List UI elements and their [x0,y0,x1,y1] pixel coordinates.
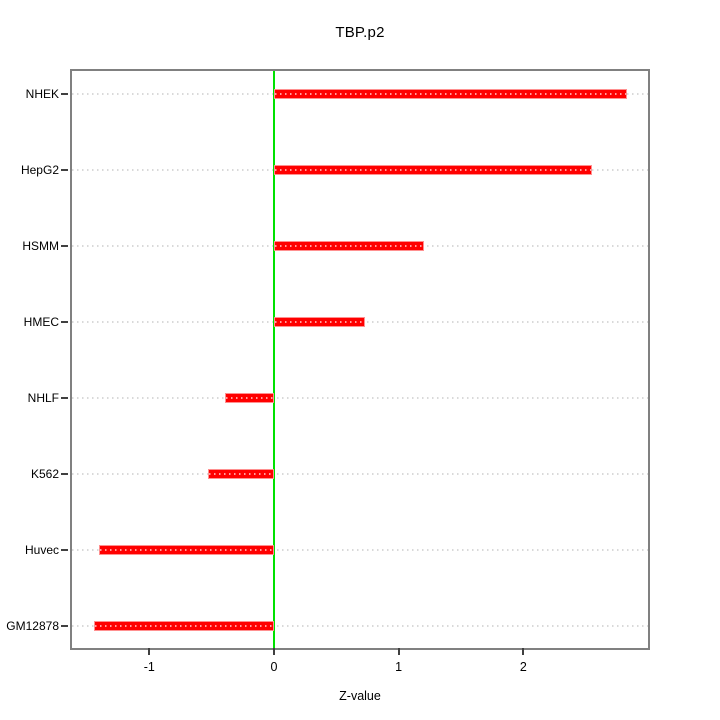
plot-area: NHEK HepG2 HSMM HMEC NHLF K562 Huvec GM12878 -1… [6,69,650,703]
bar [99,544,274,555]
bar-dot-pattern [208,472,273,475]
y-tick-label: HSMM [22,238,59,253]
x-tick [522,648,525,655]
bar-dot-pattern [274,244,423,247]
bar [94,620,274,631]
gridline [72,396,648,399]
bar-dot-pattern [274,168,591,171]
x-axis-title: Z-value [339,689,381,703]
x-tick-label: 1 [395,660,403,674]
y-tick [61,624,68,627]
y-tick-label: HepG2 [20,162,59,177]
x-tick-label: -1 [143,660,155,674]
y-tick [61,168,68,171]
y-tick [61,244,68,247]
y-tick [61,548,68,551]
y-tick-label: Huvec [24,542,59,557]
y-tick-label: HMEC [23,314,59,329]
bar-dot-pattern [95,624,273,627]
y-tick [61,472,68,475]
bar [273,240,424,251]
y-tick-label: GM12878 [6,618,59,633]
chart-title: TBP.p2 [335,24,385,41]
y-tick [61,92,68,95]
gridline [72,624,648,627]
gridline [72,472,648,475]
x-tick-label: 0 [270,660,278,674]
bar [273,164,592,175]
x-tick [272,648,275,655]
bar [273,88,627,99]
x-tick [148,648,151,655]
gridline [72,548,648,551]
bar-dot-pattern [100,548,273,551]
y-tick-label: NHEK [25,86,59,101]
bar-dot-pattern [274,320,364,323]
bar-dot-pattern [274,92,626,95]
y-tick-label: K562 [30,466,59,481]
bar [225,392,274,403]
x-tick [397,648,400,655]
bar-dot-pattern [226,396,273,399]
x-tick-label: 2 [519,660,527,674]
bar [207,468,274,479]
y-tick-label: NHLF [27,390,59,405]
plot-frame [70,69,650,650]
y-tick [61,396,68,399]
bar [273,316,365,327]
y-tick [61,320,68,323]
zero-line [272,71,275,648]
